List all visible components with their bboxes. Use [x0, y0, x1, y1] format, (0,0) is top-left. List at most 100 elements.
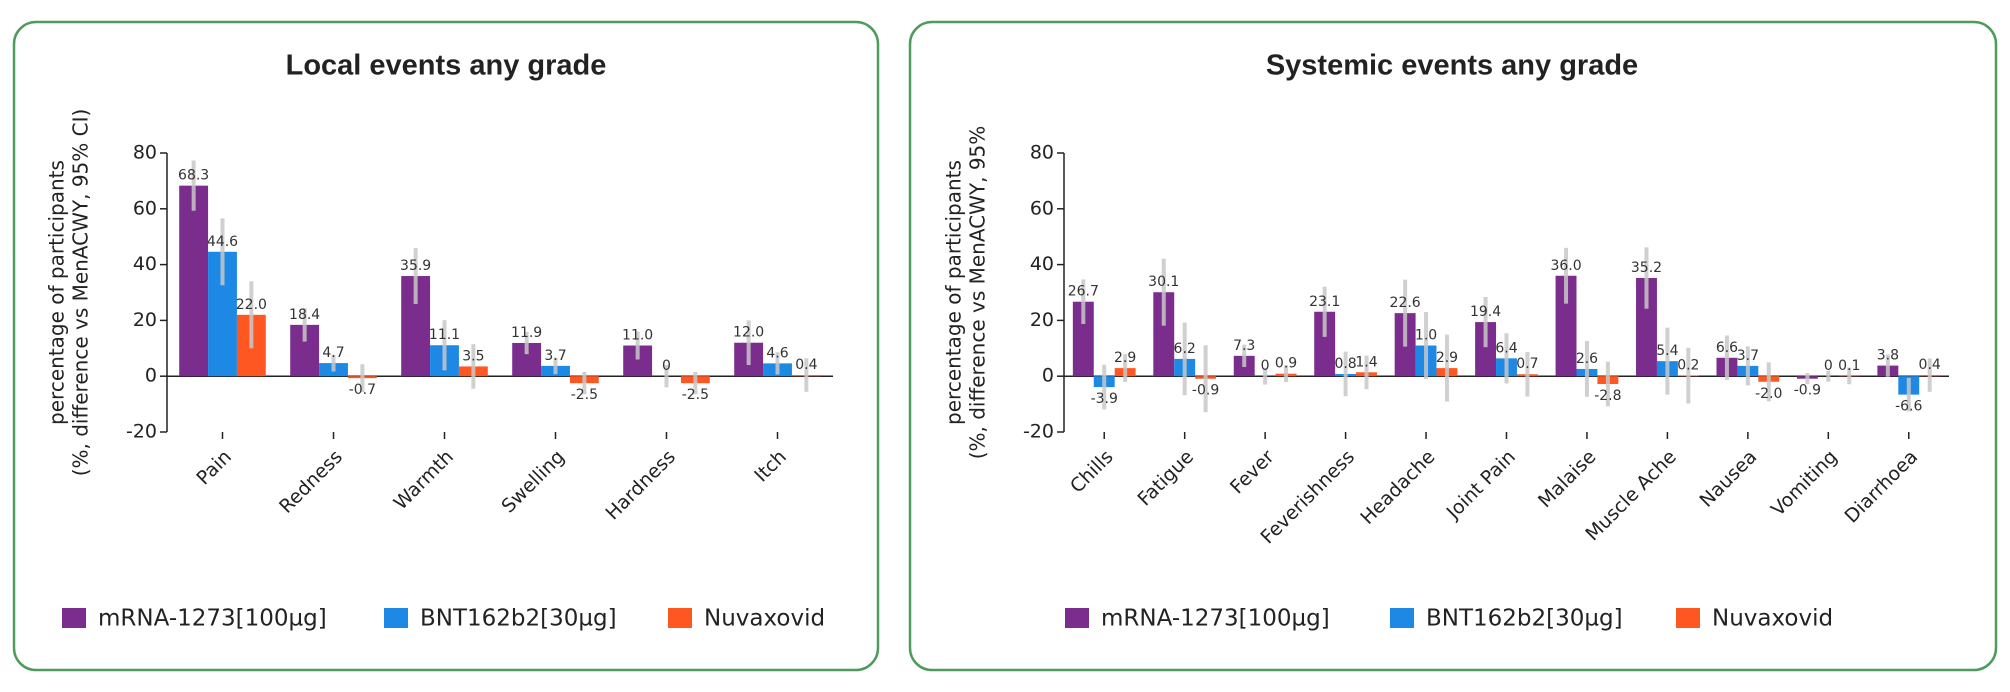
- value-label: 1.4: [1355, 354, 1377, 370]
- error-bar: [1805, 373, 1810, 385]
- error-bar: [1284, 365, 1289, 383]
- error-bar: [1724, 335, 1729, 381]
- y-tick-label: 80: [1030, 142, 1054, 164]
- error-bar: [1847, 367, 1852, 385]
- legend-label: mRNA-1273[100µg]: [1101, 606, 1330, 632]
- legend-label: BNT162b2[30µg]: [420, 606, 617, 632]
- error-bar: [331, 354, 336, 372]
- value-label: 3.7: [1737, 348, 1759, 364]
- value-label: 3.7: [544, 348, 566, 364]
- error-bar: [1766, 362, 1771, 402]
- y-tick-label: 0: [145, 365, 157, 387]
- legend-label: BNT162b2[30µg]: [1426, 606, 1623, 632]
- error-bar: [1644, 247, 1649, 309]
- panel: [908, 20, 1998, 672]
- error-bar: [1343, 351, 1348, 397]
- legend-label: Nuvaxovid: [704, 606, 825, 632]
- value-label: 0.8: [1334, 356, 1356, 372]
- value-label: 2.9: [1436, 350, 1458, 366]
- y-tick-label: 20: [133, 309, 157, 331]
- legend-swatch: [62, 608, 86, 628]
- chart-title: Local events any grade: [286, 50, 607, 82]
- error-bar: [582, 372, 587, 395]
- error-bar: [220, 218, 225, 286]
- error-bar: [1483, 296, 1488, 348]
- y-tick-label: 60: [1030, 197, 1054, 219]
- bar: [1555, 275, 1577, 377]
- error-bar: [1424, 312, 1429, 379]
- value-label: 7.3: [1233, 338, 1255, 354]
- legend-label: Nuvaxovid: [1712, 606, 1833, 632]
- y-axis-label: percentage of participants: [45, 160, 69, 425]
- value-label: 3.5: [462, 348, 484, 364]
- value-label: 0.4: [795, 357, 817, 373]
- error-bar: [302, 308, 307, 342]
- y-tick-label: -20: [1023, 421, 1054, 443]
- value-label: 22.0: [236, 297, 267, 313]
- value-label: 11.9: [511, 325, 542, 341]
- error-bar: [1525, 351, 1530, 397]
- error-bar: [1665, 327, 1670, 395]
- value-label: 44.6: [207, 234, 238, 250]
- y-tick-label: 60: [133, 197, 157, 219]
- value-label: 1.0: [1415, 328, 1437, 344]
- error-bar: [693, 372, 698, 395]
- value-label: 4.6: [766, 345, 788, 361]
- value-label: -0.9: [1192, 383, 1219, 399]
- value-label: -0.9: [1794, 383, 1821, 399]
- error-bar: [1203, 345, 1208, 413]
- error-bar: [746, 320, 751, 366]
- error-bar: [1906, 377, 1911, 412]
- error-bar: [1584, 341, 1589, 397]
- value-label: 3.8: [1877, 348, 1899, 364]
- value-label: 6.6: [1716, 340, 1738, 356]
- value-label: 0.2: [1677, 358, 1699, 374]
- error-bar: [1745, 346, 1750, 386]
- error-bar: [1826, 370, 1831, 382]
- error-bar: [1263, 367, 1268, 385]
- value-label: 22.6: [1390, 295, 1421, 311]
- bar: [1072, 301, 1094, 377]
- value-label: 30.1: [1148, 274, 1179, 290]
- error-bar: [804, 358, 809, 392]
- error-bar: [664, 365, 669, 388]
- value-label: 6.2: [1174, 341, 1196, 357]
- value-label: 35.9: [400, 258, 431, 274]
- chart-title: Systemic events any grade: [1266, 50, 1638, 82]
- value-label: 0: [1261, 358, 1270, 374]
- value-label: 0.9: [1275, 356, 1297, 372]
- error-bar: [442, 320, 447, 371]
- value-label: 35.2: [1631, 260, 1662, 276]
- y-axis-label: (%, difference vs MenACWY, 95% CI): [69, 109, 93, 477]
- error-bar: [1686, 347, 1691, 404]
- error-bar: [1364, 355, 1369, 390]
- error-bar: [1444, 334, 1449, 402]
- legend-swatch: [668, 608, 692, 628]
- y-tick-label: 40: [1030, 253, 1054, 275]
- y-axis-label: percentage of participants: [942, 160, 966, 425]
- value-label: 5.4: [1656, 343, 1678, 359]
- value-label: 6.4: [1495, 340, 1517, 356]
- error-bar: [1605, 361, 1610, 407]
- error-bar: [553, 357, 558, 375]
- error-bar: [775, 352, 780, 375]
- value-label: -2.8: [1594, 388, 1621, 404]
- error-bar: [635, 331, 640, 360]
- error-bar: [1403, 279, 1408, 347]
- value-label: 68.3: [178, 168, 209, 184]
- legend-swatch: [1390, 608, 1414, 628]
- legend-swatch: [384, 608, 408, 628]
- y-tick-label: 80: [133, 142, 157, 164]
- error-bar: [1885, 354, 1890, 377]
- value-label: 0: [1824, 358, 1833, 374]
- error-bar: [1161, 258, 1166, 326]
- value-label: -2.5: [571, 387, 598, 403]
- value-label: -0.7: [349, 382, 376, 398]
- value-label: 11.0: [622, 328, 653, 344]
- error-bar: [1182, 322, 1187, 396]
- error-bar: [249, 281, 254, 349]
- value-label: 18.4: [289, 307, 320, 323]
- error-bar: [1081, 279, 1086, 325]
- bar: [1475, 322, 1497, 377]
